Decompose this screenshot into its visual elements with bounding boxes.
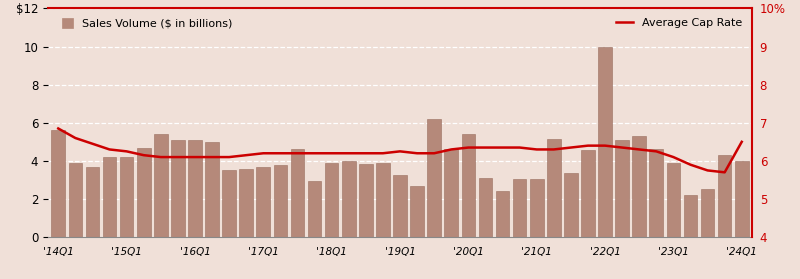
Bar: [735, 161, 749, 237]
Bar: [222, 170, 236, 237]
Bar: [188, 140, 202, 237]
Bar: [102, 157, 116, 237]
Bar: [547, 139, 561, 237]
Bar: [359, 164, 373, 237]
Bar: [154, 134, 168, 237]
Bar: [513, 179, 526, 237]
Bar: [718, 155, 731, 237]
Bar: [478, 178, 492, 237]
Bar: [376, 163, 390, 237]
Bar: [581, 150, 594, 237]
Bar: [325, 163, 338, 237]
Bar: [393, 175, 407, 237]
Bar: [69, 163, 82, 237]
Bar: [290, 150, 304, 237]
Bar: [410, 186, 424, 237]
Bar: [120, 157, 134, 237]
Bar: [615, 140, 629, 237]
Bar: [496, 191, 510, 237]
Bar: [342, 161, 355, 237]
Bar: [632, 136, 646, 237]
Bar: [274, 165, 287, 237]
Bar: [564, 173, 578, 237]
Bar: [701, 189, 714, 237]
Bar: [684, 195, 698, 237]
Bar: [666, 163, 680, 237]
Legend: Average Cap Rate: Average Cap Rate: [612, 14, 746, 33]
Bar: [137, 148, 150, 237]
Bar: [427, 119, 441, 237]
Bar: [239, 169, 253, 237]
Bar: [650, 150, 663, 237]
Bar: [308, 181, 322, 237]
Legend: Sales Volume ($ in billions): Sales Volume ($ in billions): [57, 14, 236, 33]
Bar: [462, 134, 475, 237]
Bar: [257, 167, 270, 237]
Bar: [530, 179, 543, 237]
Bar: [206, 142, 219, 237]
Bar: [598, 47, 612, 237]
Bar: [51, 130, 65, 237]
Bar: [86, 167, 99, 237]
Bar: [445, 150, 458, 237]
Bar: [171, 140, 185, 237]
